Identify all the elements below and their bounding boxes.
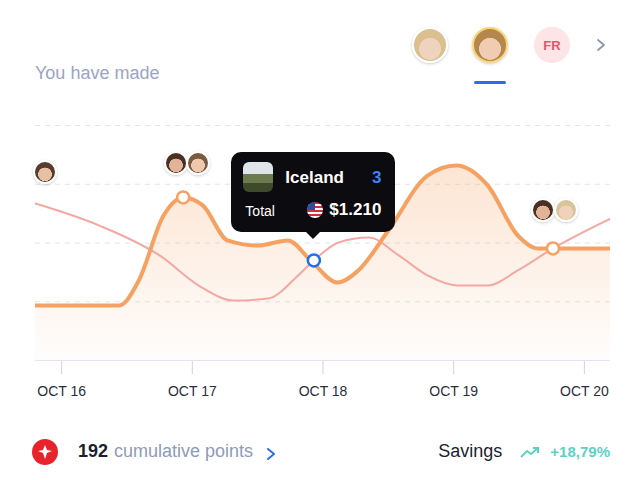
html-text:+18,79%: +18,79% [550, 443, 610, 460]
html-text:FR: FR [543, 37, 561, 53]
svg-text:OCT 17: OCT 17 [168, 383, 217, 399]
svg-text:OCT 18: OCT 18 [299, 383, 348, 399]
svg-text:OCT 20: OCT 20 [560, 383, 609, 399]
html-text:Iceland: Iceland [285, 167, 344, 187]
html-text:Total: Total [245, 202, 275, 219]
svg-text:OCT 19: OCT 19 [429, 383, 478, 399]
html-text:$1.210: $1.210 [329, 199, 382, 219]
svg-text:OCT 16: OCT 16 [37, 383, 86, 399]
html-text:192 cumulative points: 192 cumulative points [78, 441, 254, 461]
html-text:Savings: Savings [438, 441, 503, 461]
html-text:3: 3 [371, 167, 382, 187]
html-text:You have made: You have made [35, 63, 160, 83]
